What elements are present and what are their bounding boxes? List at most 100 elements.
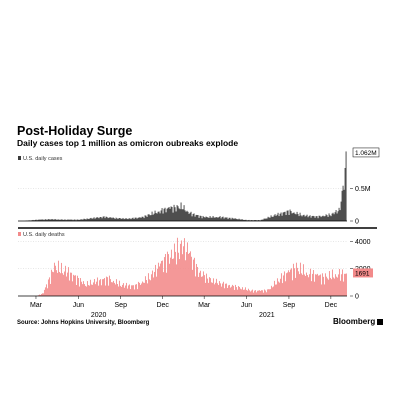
cases-daily-bar: [97, 217, 99, 221]
deaths-daily-bar: [65, 276, 67, 296]
cases-daily-bar: [73, 219, 75, 221]
cases-daily-bar: [345, 151, 347, 221]
cases-daily-bar: [150, 215, 152, 221]
cases-daily-bar: [330, 216, 332, 221]
deaths-daily-bar: [236, 289, 238, 296]
cases-daily-bar: [305, 215, 307, 221]
cases-daily-bar: [162, 213, 164, 221]
deaths-daily-bar: [134, 284, 136, 296]
x-tick-label: Dec: [156, 302, 169, 309]
cases-daily-bar: [182, 209, 184, 221]
deaths-daily-bar: [268, 289, 270, 296]
cases-daily-bar: [131, 218, 133, 221]
deaths-daily-bar: [100, 285, 102, 296]
cases-daily-bar: [120, 218, 122, 221]
cases-daily-bar: [153, 213, 155, 221]
deaths-daily-bar: [328, 271, 330, 296]
deaths-latest-label: 1691: [355, 270, 370, 277]
deaths-daily-bar: [60, 262, 62, 296]
deaths-daily-bar: [49, 283, 51, 296]
deaths-daily-bar: [70, 272, 72, 296]
deaths-daily-bar: [159, 263, 161, 296]
deaths-daily-bar: [259, 290, 261, 296]
deaths-daily-bar: [189, 251, 191, 296]
deaths-daily-bar: [223, 288, 225, 296]
cases-daily-bar: [273, 215, 275, 221]
deaths-daily-bar: [55, 270, 57, 296]
cases-daily-bar: [161, 208, 163, 221]
cases-daily-bar: [309, 215, 311, 221]
deaths-daily-bar: [113, 282, 115, 296]
deaths-daily-bar: [81, 284, 83, 296]
cases-daily-bar: [128, 218, 130, 221]
cases-daily-bar: [312, 215, 314, 221]
cases-daily-bar: [56, 219, 58, 221]
deaths-daily-bar: [232, 285, 234, 296]
cases-daily-bar: [340, 201, 342, 221]
cases-y-tick-label: 0: [355, 219, 359, 226]
deaths-daily-bar: [149, 280, 151, 296]
cases-daily-bar: [57, 219, 59, 221]
cases-daily-bar: [143, 218, 145, 221]
cases-daily-bar: [235, 218, 237, 221]
deaths-daily-bar: [303, 274, 305, 296]
deaths-daily-bar: [168, 263, 170, 296]
deaths-daily-bar: [154, 264, 156, 296]
cases-daily-bar: [159, 213, 161, 221]
deaths-daily-bar: [300, 273, 302, 296]
deaths-daily-bar: [142, 282, 144, 296]
cases-daily-bar: [142, 216, 144, 221]
deaths-latest-badge: [353, 268, 373, 278]
cases-daily-bar: [197, 214, 199, 221]
cases-daily-bar: [224, 217, 226, 221]
cases-daily-bar: [216, 217, 218, 221]
deaths-daily-bar: [261, 290, 263, 296]
cases-daily-bar: [313, 216, 315, 221]
cases-daily-bar: [79, 219, 81, 221]
cases-daily-bar: [254, 220, 256, 221]
deaths-daily-bar: [305, 272, 307, 296]
deaths-daily-bar: [69, 272, 71, 296]
deaths-y-tick-label: 0: [355, 294, 359, 301]
cases-daily-bar: [244, 219, 246, 221]
deaths-daily-bar: [199, 270, 201, 296]
deaths-daily-bar: [250, 290, 252, 296]
cases-daily-bar: [166, 208, 168, 221]
deaths-daily-bar: [302, 264, 304, 296]
deaths-daily-bar: [198, 272, 200, 296]
x-tick-label: Sep: [115, 302, 128, 309]
cases-daily-bar: [155, 212, 157, 221]
deaths-legend-swatch: [18, 232, 21, 236]
cases-daily-bar: [279, 213, 281, 221]
x-tick-label: Dec: [325, 302, 338, 309]
cases-daily-bar: [260, 219, 262, 221]
deaths-daily-bar: [116, 283, 118, 296]
cases-daily-bar: [84, 219, 86, 221]
deaths-daily-bar: [188, 252, 190, 296]
deaths-daily-bar: [277, 281, 279, 296]
cases-daily-bar: [113, 218, 115, 221]
cases-daily-bar: [333, 214, 335, 221]
cases-daily-bar: [255, 220, 257, 221]
deaths-daily-bar: [333, 278, 335, 296]
deaths-daily-bar: [126, 288, 128, 296]
deaths-daily-bar: [329, 277, 331, 296]
deaths-daily-bar: [180, 240, 182, 296]
deaths-panel: 0200040001691U.S. daily deaths: [18, 232, 373, 301]
cases-daily-bar: [329, 215, 331, 221]
cases-daily-bar: [290, 211, 292, 221]
deaths-daily-bar: [107, 285, 109, 296]
chart-subtitle: Daily cases top 1 million as omicron oub…: [17, 138, 239, 148]
cases-daily-bar: [46, 220, 48, 221]
brand-square-icon: [377, 318, 384, 325]
deaths-daily-bar: [269, 289, 271, 296]
cases-y-tick-label: 0.5M: [355, 186, 371, 193]
deaths-daily-bar: [249, 291, 251, 296]
cases-daily-bar: [176, 205, 178, 221]
x-tick-label: Sep: [283, 302, 296, 309]
deaths-daily-bar: [83, 284, 85, 296]
cases-daily-bar: [147, 214, 149, 221]
cases-daily-bar: [233, 218, 235, 221]
cases-daily-bar: [200, 215, 202, 221]
deaths-daily-bar: [255, 292, 257, 296]
